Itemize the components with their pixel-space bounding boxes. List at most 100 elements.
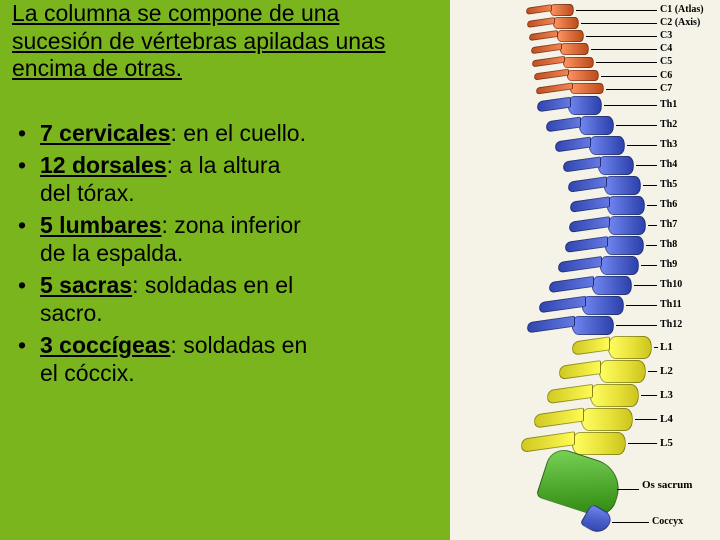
term: 5 lumbares [40, 212, 161, 238]
leader-line [647, 205, 657, 206]
thoracic-vertebra [600, 256, 640, 275]
thoracic-process [569, 216, 610, 233]
thoracic-vertebra [607, 196, 645, 215]
spine-diagram: C1 (Atlas)C2 (Axis)C3C4C5C6C7Th1Th2Th3Th… [450, 0, 720, 540]
leader-line [576, 10, 657, 11]
cervical-vertebra [570, 83, 604, 95]
cervical-process [526, 4, 552, 15]
thoracic-vertebra [598, 156, 634, 175]
list-item: 7 cervicales: en el cuello. [18, 119, 308, 147]
leader-line [616, 125, 657, 126]
thoracic-vertebra [592, 276, 633, 295]
leader-line [604, 105, 657, 106]
leader-line [636, 165, 657, 166]
leader-line [626, 305, 657, 306]
lumbar-vertebra [572, 432, 626, 455]
thoracic-process [563, 156, 601, 172]
thoracic-label: Th2 [660, 119, 677, 130]
list-item: 5 lumbares: zona inferior de la espalda. [18, 211, 308, 267]
cervical-process [527, 17, 555, 28]
cervical-process [531, 43, 562, 54]
leader-line [628, 443, 657, 444]
leader-line [596, 62, 657, 63]
vertebrae-list: 7 cervicales: en el cuello. 12 dorsales:… [12, 119, 432, 387]
thoracic-label: Th10 [660, 279, 682, 290]
thoracic-vertebra [605, 236, 644, 255]
thoracic-label: Th1 [660, 99, 677, 110]
leader-line [646, 245, 657, 246]
leader-line [641, 395, 657, 396]
lumbar-vertebra [590, 384, 639, 407]
leader-line [586, 36, 657, 37]
thoracic-process [537, 96, 571, 112]
leader-line [627, 145, 657, 146]
leader-line [606, 89, 657, 90]
leader-line [641, 265, 657, 266]
leader-line [601, 76, 657, 77]
cervical-process [532, 56, 565, 68]
thoracic-vertebra [582, 296, 623, 315]
lumbar-process [534, 408, 584, 429]
term: 3 coccígeas [40, 332, 170, 358]
lumbar-label: L3 [660, 389, 673, 401]
leader-line [635, 419, 658, 420]
cervical-label: C4 [660, 43, 672, 54]
cervical-vertebra [567, 70, 599, 82]
thoracic-label: Th12 [660, 319, 682, 330]
thoracic-vertebra [608, 216, 646, 235]
thoracic-label: Th5 [660, 179, 677, 190]
thoracic-vertebra [572, 316, 614, 335]
term: 12 dorsales [40, 152, 167, 178]
thoracic-label: Th7 [660, 219, 677, 230]
leader-line [648, 225, 657, 226]
sacrum [536, 445, 627, 520]
coccyx-label: Coccyx [652, 516, 683, 527]
thoracic-process [527, 315, 575, 333]
thoracic-label: Th8 [660, 239, 677, 250]
leader-line [612, 522, 649, 523]
thoracic-label: Th9 [660, 259, 677, 270]
leader-line [616, 325, 657, 326]
lumbar-process [547, 384, 593, 404]
cervical-label: C2 (Axis) [660, 17, 700, 28]
list-item: 5 sacras: soldadas en el sacro. [18, 271, 308, 327]
leader-line [634, 285, 657, 286]
cervical-label: C5 [660, 56, 672, 67]
term: 7 cervicales [40, 120, 170, 146]
thoracic-vertebra [579, 116, 614, 135]
leader-line [648, 371, 658, 372]
cervical-process [534, 69, 569, 81]
lumbar-vertebra [581, 408, 633, 431]
thoracic-label: Th11 [660, 299, 682, 310]
desc: : en el cuello. [170, 120, 306, 146]
thoracic-process [558, 256, 602, 273]
leader-line [643, 185, 657, 186]
thoracic-process [565, 236, 608, 253]
leader-line [617, 489, 639, 490]
cervical-process [536, 82, 573, 94]
thoracic-label: Th6 [660, 199, 677, 210]
lumbar-label: L1 [660, 341, 673, 353]
cervical-vertebra [550, 4, 574, 16]
intro-text: La columna se compone de una sucesión de… [12, 0, 432, 83]
thoracic-vertebra [604, 176, 641, 195]
thoracic-label: Th4 [660, 159, 677, 170]
cervical-label: C7 [660, 83, 672, 94]
thoracic-vertebra [568, 96, 602, 115]
lumbar-process [559, 360, 601, 379]
term: 5 sacras [40, 272, 132, 298]
cervical-vertebra [553, 17, 579, 29]
lumbar-label: L2 [660, 365, 673, 377]
leader-line [591, 49, 657, 50]
cervical-vertebra [557, 30, 584, 42]
thoracic-process [568, 176, 607, 193]
thoracic-process [549, 276, 594, 293]
leader-line [654, 347, 658, 348]
cervical-label: C3 [660, 30, 672, 41]
sacrum-label: Os sacrum [642, 479, 692, 491]
thoracic-vertebra [589, 136, 624, 155]
leader-line [581, 23, 657, 24]
lumbar-process [572, 337, 610, 356]
thoracic-process [555, 136, 591, 152]
lumbar-vertebra [608, 336, 652, 359]
